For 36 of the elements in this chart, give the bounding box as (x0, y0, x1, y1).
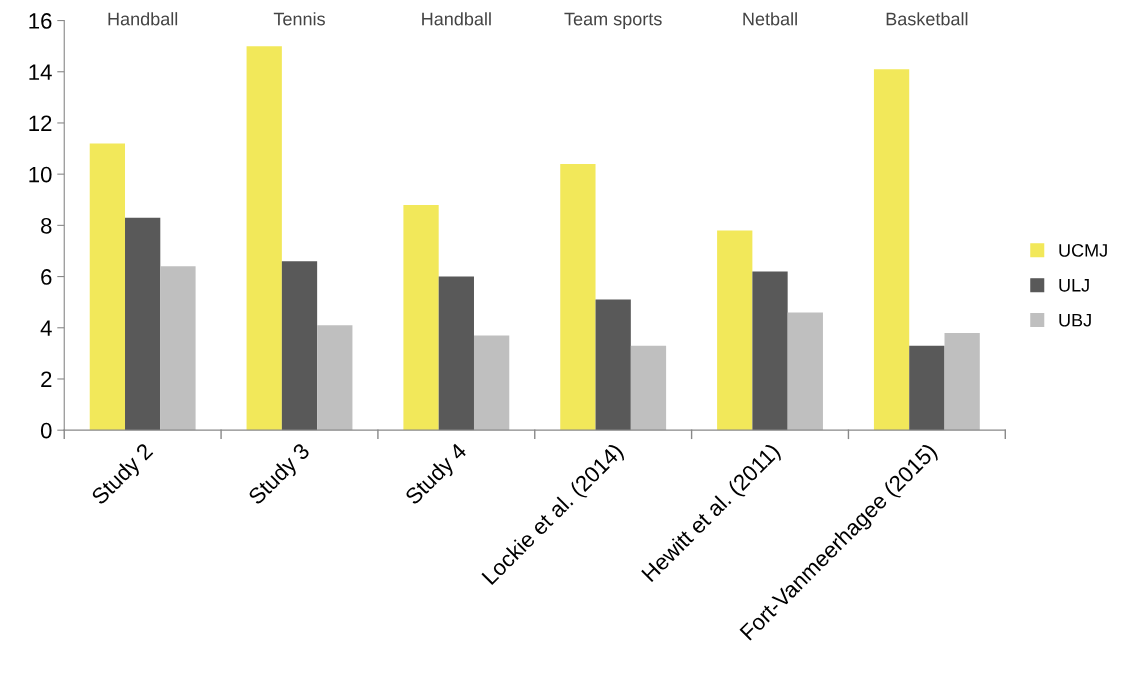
y-tick-label: 4 (40, 320, 52, 336)
bar (403, 204, 439, 431)
y-tick-label: 16 (29, 13, 52, 29)
annotation: Handball (108, 12, 178, 26)
bar (438, 276, 474, 431)
bar (125, 217, 161, 431)
legend-label: UCMJ (1059, 243, 1107, 257)
bar (89, 143, 126, 431)
bar (595, 299, 631, 431)
y-tick-label: 8 (41, 217, 52, 234)
bar (909, 345, 945, 431)
bar (944, 332, 980, 431)
y-tick-label: 12 (29, 115, 52, 132)
y-tick-label: 6 (41, 269, 52, 285)
y-tick-label: 14 (29, 64, 52, 80)
bar (717, 230, 753, 431)
legend-label: ULJ (1059, 279, 1089, 292)
bar (317, 325, 353, 431)
bar (752, 271, 788, 431)
bar (281, 261, 318, 431)
y-tick-label: 10 (29, 166, 52, 183)
bar (630, 345, 667, 431)
annotation: Team sports (564, 12, 662, 29)
bar (873, 69, 910, 431)
annotation: Netball (743, 12, 797, 26)
bar (473, 335, 510, 431)
bar (246, 46, 282, 431)
annotation: Basketball (886, 12, 968, 26)
annotation: Tennis (273, 12, 325, 26)
y-tick-label: 0 (40, 422, 52, 439)
y-tick-label: 2 (41, 371, 52, 388)
bar (787, 312, 823, 431)
legend-label: UBJ (1059, 313, 1091, 327)
annotation: Handball (422, 12, 491, 26)
bar (160, 266, 196, 431)
bar (560, 163, 596, 431)
